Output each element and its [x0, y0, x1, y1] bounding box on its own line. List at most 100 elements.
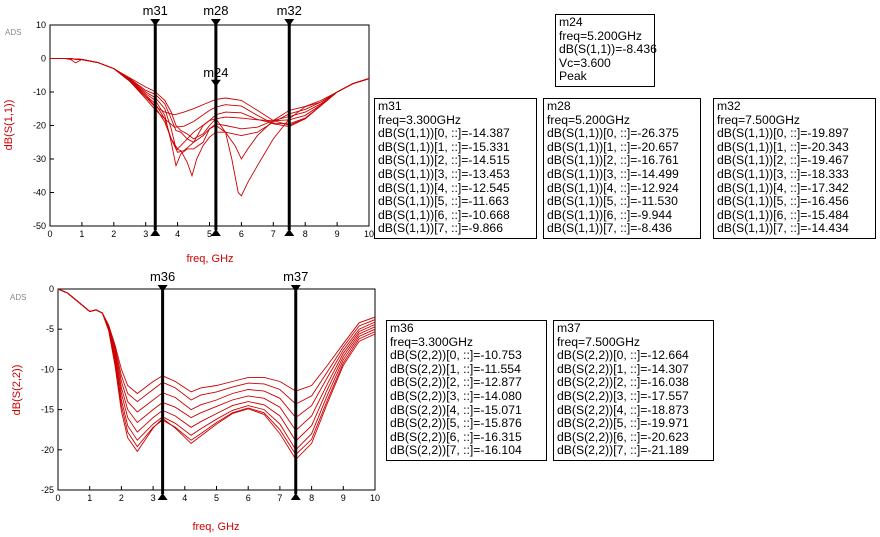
x-axis-label: freq, GHz	[192, 521, 239, 533]
marker-label: m37	[283, 269, 308, 284]
x-tick-label: 1	[79, 229, 84, 239]
marker-readout-line: dB(S(1,1))[4, ::]=-12.924	[547, 180, 679, 195]
marker-readout-line: dB(S(2,2))[3, ::]=-17.557	[557, 388, 689, 403]
y-tick-label: 0	[49, 284, 54, 294]
series-group	[50, 58, 369, 197]
x-tick-label: 9	[335, 229, 340, 239]
x-tick-label: 6	[246, 493, 251, 503]
marker-top-triangle	[210, 19, 221, 26]
marker-readout-line: m37	[557, 321, 581, 335]
marker-readout-line: freq=5.200GHz	[559, 28, 642, 43]
marker-readout-line: dB(S(1,1))[6, ::]=-10.668	[378, 207, 510, 222]
marker-label: m28	[203, 3, 228, 18]
x-tick-label: 3	[151, 493, 156, 503]
marker-readout-m36: m36 freq=3.300GHz dB(S(2,2))[0, ::]=-10.75…	[386, 320, 547, 461]
marker-label: m31	[143, 3, 168, 18]
x-tick-label: 7	[277, 493, 282, 503]
marker-bottom-triangle	[157, 493, 168, 500]
marker-label: m32	[277, 3, 302, 18]
marker-readout-line: dB(S(1,1))[2, ::]=-19.467	[717, 153, 849, 168]
y-tick-label: -25	[41, 485, 54, 495]
chart-1: ADS 0 1 2 3 4 5 6 7 8 9 10 10 0 -10 -20 -30 -40 -50 dB(S(1,…	[3, 3, 374, 265]
marker-readout-line: Peak	[559, 69, 587, 84]
marker-readout-line: dB(S(1,1))[2, ::]=-16.761	[547, 153, 679, 168]
marker-readout-m28: m28 freq=5.200GHz dB(S(1,1))[0, ::]=-26.37…	[543, 98, 701, 239]
marker-readout-line: m32	[717, 99, 741, 113]
marker-readout-m24: m24 freq=5.200GHz dB(S(1,1))=-8.436 Vc=3.60…	[555, 14, 657, 87]
x-tick-label: 5	[214, 493, 219, 503]
marker-readout-line: dB(S(1,1))[0, ::]=-14.387	[378, 126, 510, 141]
series-group	[58, 289, 375, 461]
marker-readout-line: dB(S(1,1))[1, ::]=-20.343	[717, 139, 849, 154]
x-tick-label: 2	[119, 493, 124, 503]
marker-readout-line: dB(S(2,2))[5, ::]=-19.971	[557, 416, 689, 431]
x-tick-label: 10	[364, 229, 374, 239]
marker-label: m24	[203, 65, 228, 80]
chart-2: ADS 0 1 2 3 4 5 6 7 8 9 10 0 -5 -10 -15 -20 -25 dB(S(2,2))…	[10, 269, 380, 533]
marker-readout-line: m24	[559, 15, 583, 29]
marker-bottom-triangle	[290, 493, 301, 500]
marker-readout-line: dB(S(2,2))[0, ::]=-10.753	[390, 348, 522, 363]
marker-readout-line: dB(S(1,1))[2, ::]=-14.515	[378, 153, 510, 168]
marker-readout-line: dB(S(1,1))[5, ::]=-16.456	[717, 194, 849, 209]
y-tick-label: -5	[46, 324, 54, 334]
marker-label: m36	[150, 269, 175, 284]
x-tick-label: 1	[87, 493, 92, 503]
y-axis-label: dB(S(2,2))	[11, 365, 23, 416]
marker-readout-line: dB(S(1,1))[3, ::]=-13.453	[378, 166, 510, 181]
marker-readout-line: freq=3.300GHz	[378, 112, 461, 127]
marker-top-triangle	[284, 19, 295, 26]
marker-readout-line: dB(S(1,1))[1, ::]=-15.331	[378, 139, 510, 154]
marker-readout-line: dB(S(2,2))[6, ::]=-16.315	[390, 429, 522, 444]
marker-readout-line: dB(S(1,1))[3, ::]=-18.333	[717, 166, 849, 181]
x-tick-label: 3	[143, 229, 148, 239]
marker-readout-line: dB(S(2,2))[0, ::]=-12.664	[557, 348, 689, 363]
marker-readout-m31: m31 freq=3.300GHz dB(S(1,1))[0, ::]=-14.38…	[374, 98, 537, 239]
x-tick-label: 2	[111, 229, 116, 239]
y-tick-label: 10	[36, 20, 46, 30]
series-line-7	[58, 289, 375, 461]
x-tick-label: 10	[370, 493, 380, 503]
series-line-1	[58, 289, 375, 405]
marker-readout-line: freq=7.500GHz	[557, 334, 640, 349]
y-tick-label: -10	[33, 87, 46, 97]
marker-readout-line: dB(S(2,2))[2, ::]=-12.877	[390, 375, 522, 390]
series-line-2	[58, 289, 375, 419]
ads-watermark: ADS	[5, 28, 21, 37]
y-tick-label: -50	[33, 221, 46, 231]
x-tick-label: 7	[271, 229, 276, 239]
marker-readout-line: dB(S(2,2))[7, ::]=-21.189	[557, 443, 689, 458]
marker-bottom-triangle	[210, 229, 221, 236]
x-tick-label: 8	[303, 229, 308, 239]
x-tick-label: 9	[341, 493, 346, 503]
marker-readout-line: dB(S(1,1))[1, ::]=-20.657	[547, 139, 679, 154]
y-tick-label: -30	[33, 154, 46, 164]
marker-readout-line: m31	[378, 99, 402, 113]
y-tick-label: -40	[33, 188, 46, 198]
marker-readout-line: dB(S(2,2))[1, ::]=-11.554	[390, 361, 521, 376]
marker-readout-line: freq=7.500GHz	[717, 112, 800, 127]
marker-readout-line: dB(S(2,2))[3, ::]=-14.080	[390, 388, 522, 403]
marker-readout-line: dB(S(1,1))[0, ::]=-19.897	[717, 126, 849, 141]
y-tick-label: -15	[41, 405, 54, 415]
marker-readout-line: dB(S(2,2))[1, ::]=-14.307	[557, 361, 689, 376]
x-tick-label: 0	[55, 493, 60, 503]
series-line-7	[50, 58, 369, 197]
marker-readout-line: dB(S(1,1))[0, ::]=-26.375	[547, 126, 679, 141]
marker-readout-line: Vc=3.600	[559, 55, 611, 70]
x-tick-label: 6	[239, 229, 244, 239]
marker-top-triangle	[290, 285, 301, 292]
y-tick-label: 0	[41, 54, 46, 64]
marker-bottom-triangle	[284, 229, 295, 236]
marker-readout-line: dB(S(2,2))[2, ::]=-16.038	[557, 375, 689, 390]
marker-readout-line: dB(S(1,1))[4, ::]=-12.545	[378, 180, 510, 195]
x-axis-label: freq, GHz	[186, 253, 233, 265]
marker-readout-line: dB(S(1,1))=-8.436	[559, 42, 657, 57]
marker-readout-line: dB(S(1,1))[5, ::]=-11.530	[547, 194, 678, 209]
x-tick-label: 0	[47, 229, 52, 239]
marker-readout-line: dB(S(1,1))[3, ::]=-14.499	[547, 166, 679, 181]
marker-bottom-triangle	[150, 229, 161, 236]
y-tick-label: -10	[41, 364, 54, 374]
marker-top-triangle	[157, 285, 168, 292]
